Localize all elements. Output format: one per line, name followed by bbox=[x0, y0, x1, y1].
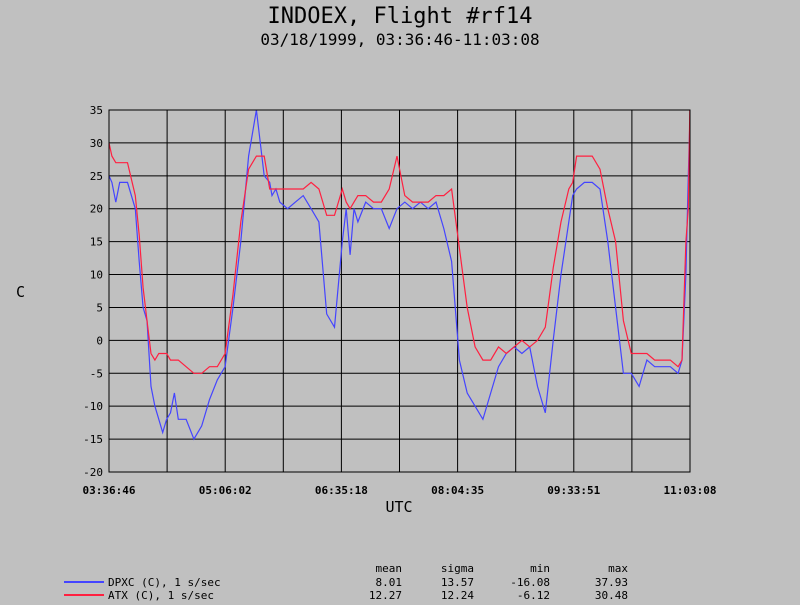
chart-title: INDOEX, Flight #rf14 bbox=[267, 4, 533, 29]
y-tick-label: -20 bbox=[83, 466, 103, 479]
series-layer bbox=[108, 109, 691, 441]
stats-header: sigma bbox=[440, 562, 474, 575]
y-tick-label: -10 bbox=[83, 400, 103, 413]
x-axis-label: UTC bbox=[385, 498, 412, 516]
stat-min: -6.12 bbox=[516, 589, 550, 602]
x-tick-label: 05:06:02 bbox=[199, 484, 252, 497]
stat-mean: 12.27 bbox=[368, 589, 402, 602]
y-tick-label: 10 bbox=[90, 269, 103, 282]
stat-mean: 8.01 bbox=[375, 576, 403, 589]
y-tick-label: 30 bbox=[90, 137, 103, 150]
x-tick-label: 09:33:51 bbox=[547, 484, 600, 497]
y-axis-label: C bbox=[16, 283, 25, 301]
stat-max: 37.93 bbox=[594, 576, 628, 589]
series-line-dpxc bbox=[108, 109, 691, 441]
legend-label: ATX (C), 1 s/sec bbox=[108, 589, 214, 602]
y-tick-label: -5 bbox=[90, 367, 103, 380]
y-tick-label: -15 bbox=[83, 433, 103, 446]
stat-max: 30.48 bbox=[594, 589, 628, 602]
chart-subtitle: 03/18/1999, 03:36:46-11:03:08 bbox=[260, 30, 540, 49]
stats-header: max bbox=[608, 562, 628, 575]
x-tick-labels: 03:36:46 05:06:02 06:35:18 08:04:35 09:33:51… bbox=[83, 484, 717, 497]
stats-header: min bbox=[530, 562, 550, 575]
x-tick-label: 08:04:35 bbox=[431, 484, 484, 497]
y-tick-label: 20 bbox=[90, 203, 103, 216]
y-tick-label: 25 bbox=[90, 170, 103, 183]
stat-min: -16.08 bbox=[510, 576, 550, 589]
legend-label: DPXC (C), 1 s/sec bbox=[108, 576, 221, 589]
stat-sigma: 12.24 bbox=[440, 589, 474, 602]
y-tick-label: 15 bbox=[90, 236, 103, 249]
legend-swatch bbox=[64, 581, 104, 583]
grid bbox=[109, 109, 690, 473]
stat-sigma: 13.57 bbox=[440, 576, 474, 589]
stats-header: mean bbox=[375, 562, 403, 575]
y-tick-label: 5 bbox=[96, 301, 103, 314]
plot-frame bbox=[108, 109, 691, 473]
y-tick-labels: 35 30 25 20 15 10 5 0 -5 -10 -15 -20 bbox=[83, 104, 103, 479]
legend-swatch bbox=[64, 594, 104, 596]
series-line-atx bbox=[108, 109, 691, 374]
y-tick-label: 0 bbox=[96, 334, 103, 347]
x-tick-label: 03:36:46 bbox=[83, 484, 136, 497]
y-tick-label: 35 bbox=[90, 104, 103, 117]
x-tick-label: 11:03:08 bbox=[664, 484, 717, 497]
x-tick-label: 06:35:18 bbox=[315, 484, 368, 497]
